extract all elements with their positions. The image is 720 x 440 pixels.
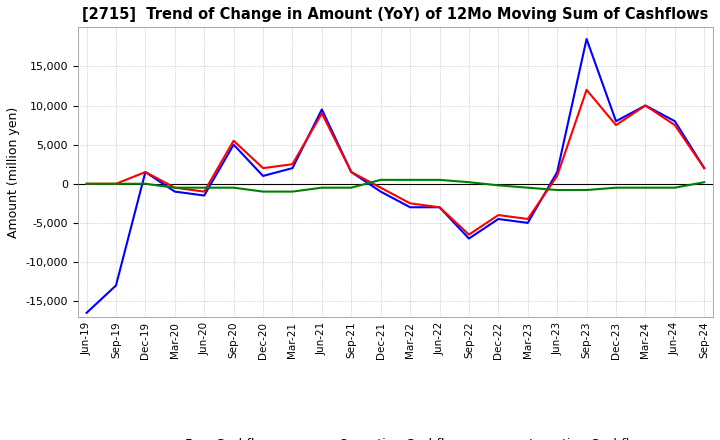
Free Cashflow — [200, 193, 209, 198]
Operating Cashflow — [318, 111, 326, 116]
Operating Cashflow — [141, 169, 150, 175]
Free Cashflow — [700, 165, 708, 171]
Operating Cashflow — [200, 189, 209, 194]
Free Cashflow — [288, 165, 297, 171]
Investing Cashflow — [406, 177, 415, 183]
Free Cashflow — [112, 283, 120, 288]
Free Cashflow — [318, 107, 326, 112]
Operating Cashflow — [171, 185, 179, 191]
Operating Cashflow — [288, 161, 297, 167]
Investing Cashflow — [141, 181, 150, 187]
Operating Cashflow — [112, 181, 120, 187]
Operating Cashflow — [435, 205, 444, 210]
Free Cashflow — [641, 103, 649, 108]
Free Cashflow — [258, 173, 267, 179]
Free Cashflow — [523, 220, 532, 226]
Operating Cashflow — [494, 213, 503, 218]
Operating Cashflow — [377, 185, 385, 191]
Investing Cashflow — [171, 185, 179, 191]
Free Cashflow — [612, 118, 621, 124]
Line: Investing Cashflow: Investing Cashflow — [86, 180, 704, 191]
Free Cashflow — [553, 169, 562, 175]
Investing Cashflow — [377, 177, 385, 183]
Operating Cashflow — [612, 122, 621, 128]
Investing Cashflow — [523, 185, 532, 191]
Free Cashflow — [582, 37, 591, 42]
Investing Cashflow — [258, 189, 267, 194]
Free Cashflow — [377, 189, 385, 194]
Investing Cashflow — [670, 185, 679, 191]
Y-axis label: Amount (million yen): Amount (million yen) — [7, 106, 20, 238]
Investing Cashflow — [553, 187, 562, 193]
Investing Cashflow — [494, 183, 503, 188]
Operating Cashflow — [670, 122, 679, 128]
Title: [2715]  Trend of Change in Amount (YoY) of 12Mo Moving Sum of Cashflows: [2715] Trend of Change in Amount (YoY) o… — [82, 7, 708, 22]
Operating Cashflow — [258, 165, 267, 171]
Free Cashflow — [494, 216, 503, 222]
Operating Cashflow — [641, 103, 649, 108]
Operating Cashflow — [464, 232, 473, 237]
Operating Cashflow — [582, 87, 591, 92]
Free Cashflow — [347, 169, 356, 175]
Investing Cashflow — [700, 180, 708, 185]
Legend: Free Cashflow, Operating Cashflow, Investing Cashflow: Free Cashflow, Operating Cashflow, Inves… — [139, 433, 652, 440]
Operating Cashflow — [229, 138, 238, 143]
Investing Cashflow — [229, 185, 238, 191]
Investing Cashflow — [641, 185, 649, 191]
Free Cashflow — [406, 205, 415, 210]
Investing Cashflow — [288, 189, 297, 194]
Free Cashflow — [82, 310, 91, 315]
Investing Cashflow — [582, 187, 591, 193]
Investing Cashflow — [347, 185, 356, 191]
Operating Cashflow — [406, 201, 415, 206]
Free Cashflow — [229, 142, 238, 147]
Line: Free Cashflow: Free Cashflow — [86, 39, 704, 313]
Operating Cashflow — [523, 216, 532, 222]
Free Cashflow — [670, 118, 679, 124]
Investing Cashflow — [200, 185, 209, 191]
Free Cashflow — [435, 205, 444, 210]
Operating Cashflow — [700, 165, 708, 171]
Investing Cashflow — [612, 185, 621, 191]
Investing Cashflow — [82, 181, 91, 187]
Operating Cashflow — [347, 169, 356, 175]
Free Cashflow — [464, 236, 473, 241]
Operating Cashflow — [82, 181, 91, 187]
Investing Cashflow — [464, 180, 473, 185]
Line: Operating Cashflow: Operating Cashflow — [86, 90, 704, 235]
Investing Cashflow — [112, 181, 120, 187]
Free Cashflow — [171, 189, 179, 194]
Operating Cashflow — [553, 173, 562, 179]
Free Cashflow — [141, 169, 150, 175]
Investing Cashflow — [435, 177, 444, 183]
Investing Cashflow — [318, 185, 326, 191]
